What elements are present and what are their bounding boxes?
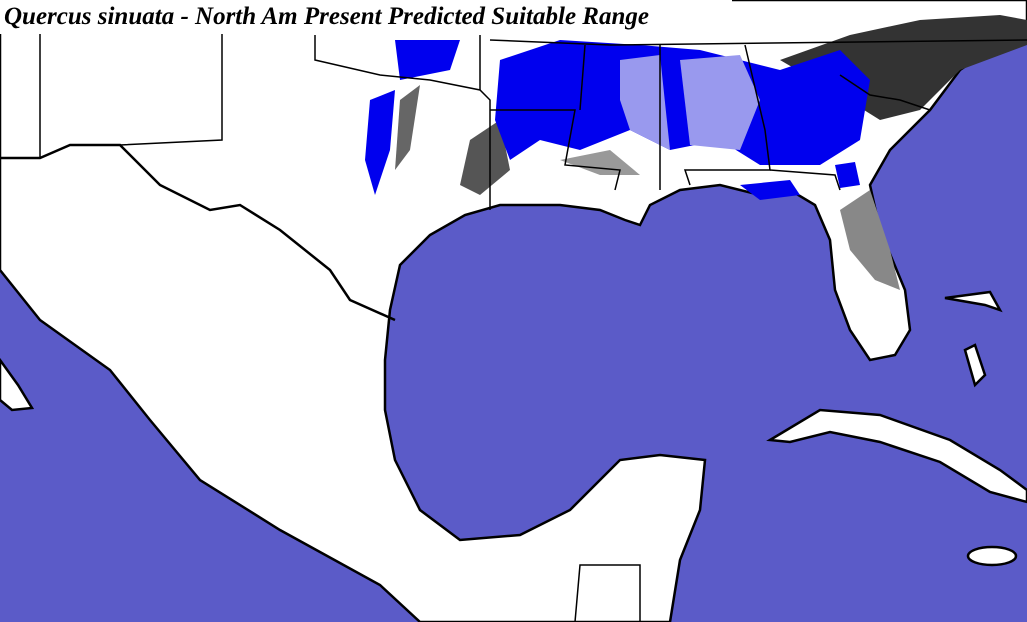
jamaica xyxy=(966,545,1018,567)
state-line xyxy=(490,109,621,191)
state-line xyxy=(579,44,586,111)
bahamas-2 xyxy=(944,290,1003,313)
baja xyxy=(0,357,35,412)
bahamas xyxy=(963,343,987,388)
state-line xyxy=(839,74,931,111)
us-mexico-border xyxy=(0,143,396,322)
range-blue xyxy=(365,90,395,195)
state-line xyxy=(489,39,611,46)
range-grey xyxy=(840,190,900,290)
state-line xyxy=(769,169,841,191)
map-title: Quercus sinuata - North Am Present Predi… xyxy=(4,3,649,30)
guatemala-border xyxy=(574,564,641,622)
range-blue xyxy=(740,180,800,200)
state-line xyxy=(609,39,1027,46)
range-grey xyxy=(460,120,510,195)
range-blue xyxy=(835,162,860,188)
range-blue xyxy=(495,40,870,165)
state-line xyxy=(314,35,491,210)
range-light xyxy=(620,55,670,150)
state-line xyxy=(119,0,223,146)
range-blue xyxy=(395,40,460,80)
range-grey xyxy=(560,150,640,175)
range-light xyxy=(680,55,760,150)
cuba xyxy=(766,408,1027,504)
range-grey xyxy=(395,85,420,170)
title-background xyxy=(0,0,732,34)
